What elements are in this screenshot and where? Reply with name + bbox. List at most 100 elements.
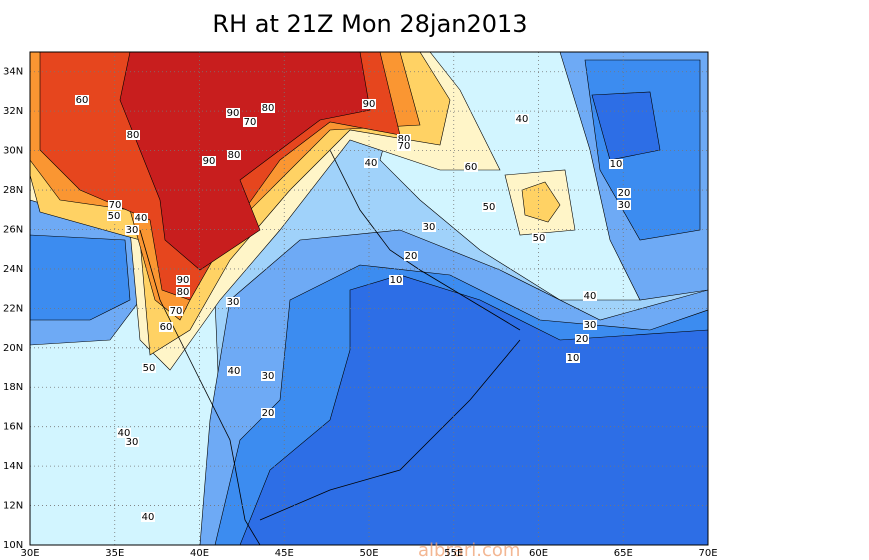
coastline	[259, 339, 521, 521]
contour-label-bg	[617, 188, 631, 198]
contour-label-bg	[176, 287, 190, 297]
contour-label-bg	[482, 202, 496, 212]
contour-label-bg	[159, 322, 173, 332]
contour-region	[119, 52, 371, 271]
contour-label: 90	[363, 99, 376, 110]
contour-label: 70	[398, 141, 411, 152]
contour-label-bg	[364, 158, 378, 168]
contour-label-bg	[583, 291, 597, 301]
x-tick-label: 30E	[20, 548, 39, 559]
y-tick-label: 14N	[3, 461, 23, 472]
x-tick-label: 50E	[359, 548, 378, 559]
x-tick-label: 40E	[190, 548, 209, 559]
contour-label-bg	[515, 114, 529, 124]
contour-label-bg	[202, 156, 216, 166]
contour-label-bg	[397, 141, 411, 151]
contour-label: 10	[610, 159, 623, 170]
contour-label: 90	[177, 275, 190, 286]
contour-label-bg	[134, 213, 148, 223]
contour-label: 40	[584, 291, 597, 302]
contour-label-bg	[107, 211, 121, 221]
contour-label: 70	[170, 306, 183, 317]
contour-label-bg	[125, 225, 139, 235]
y-tick-label: 24N	[3, 264, 23, 275]
contour-label-bg	[227, 366, 241, 376]
contour-label: 70	[109, 200, 122, 211]
contour-region	[239, 274, 708, 545]
contour-label-bg	[141, 512, 155, 522]
x-tick-label: 35E	[105, 548, 124, 559]
contour-label-bg	[389, 275, 403, 285]
y-tick-label: 20N	[3, 343, 23, 354]
contour-label: 50	[108, 211, 121, 222]
x-tick-label: 65E	[614, 548, 633, 559]
contour-label-bg	[142, 363, 156, 373]
x-tick-label: 70E	[698, 548, 717, 559]
contour-label-bg	[117, 428, 131, 438]
contour-region	[521, 181, 561, 223]
contour-label-bg	[176, 275, 190, 285]
contour-label: 50	[483, 202, 496, 213]
contour-label-bg	[422, 222, 436, 232]
contour-label-bg	[226, 108, 240, 118]
contour-label: 20	[262, 408, 275, 419]
y-tick-label: 34N	[3, 67, 23, 78]
contour-label: 70	[244, 117, 257, 128]
contour-label: 80	[262, 103, 275, 114]
contour-label-bg	[464, 162, 478, 172]
contour-label: 40	[142, 512, 155, 523]
contour-region	[30, 234, 131, 321]
watermark: albrari.com	[418, 540, 520, 560]
contour-label: 80	[177, 287, 190, 298]
contour-label-bg	[75, 95, 89, 105]
contour-label: 40	[516, 114, 529, 125]
contour-label: 10	[390, 275, 403, 286]
contour-label: 30	[584, 320, 597, 331]
contour-label: 90	[227, 108, 240, 119]
y-tick-label: 26N	[3, 224, 23, 235]
y-tick-label: 16N	[3, 422, 23, 433]
contour-label: 30	[618, 200, 631, 211]
y-tick-label: 18N	[3, 382, 23, 393]
coastline	[139, 229, 261, 545]
contour-label-bg	[227, 150, 241, 160]
contour-label: 20	[576, 334, 589, 345]
contour-label-bg	[609, 159, 623, 169]
x-tick-label: 55E	[444, 548, 463, 559]
contour-label-bg	[261, 408, 275, 418]
contour-label-bg	[226, 297, 240, 307]
contour-label: 60	[160, 322, 173, 333]
contour-label-bg	[404, 251, 418, 261]
contour-label-bg	[566, 353, 580, 363]
contour-label: 30	[423, 222, 436, 233]
contour-label: 80	[127, 130, 140, 141]
y-tick-label: 10N	[3, 540, 23, 551]
contour-label-bg	[108, 200, 122, 210]
contour-label: 40	[365, 158, 378, 169]
contour-label-bg	[126, 130, 140, 140]
contour-label: 10	[567, 353, 580, 364]
contour-label-bg	[261, 103, 275, 113]
x-tick-label: 45E	[275, 548, 294, 559]
grid	[30, 52, 708, 545]
y-tick-label: 12N	[3, 501, 23, 512]
contour-label: 20	[618, 188, 631, 199]
contour-label-bg	[575, 334, 589, 344]
contour-label: 60	[76, 95, 89, 106]
contour-region	[591, 91, 661, 161]
contour-label: 80	[228, 150, 241, 161]
contour-label-bg	[617, 200, 631, 210]
contour-label-bg	[532, 233, 546, 243]
contour-label-bg	[397, 134, 411, 144]
contour-label: 40	[118, 428, 131, 439]
contour-label-bg	[125, 437, 139, 447]
contour-label: 40	[228, 366, 241, 377]
y-tick-label: 28N	[3, 185, 23, 196]
contour-label-bg	[362, 99, 376, 109]
map-title: RH at 21Z Mon 28jan2013	[212, 10, 527, 38]
y-tick-label: 30N	[3, 146, 23, 157]
contour-label-bg	[169, 306, 183, 316]
contour-fields	[30, 52, 708, 545]
